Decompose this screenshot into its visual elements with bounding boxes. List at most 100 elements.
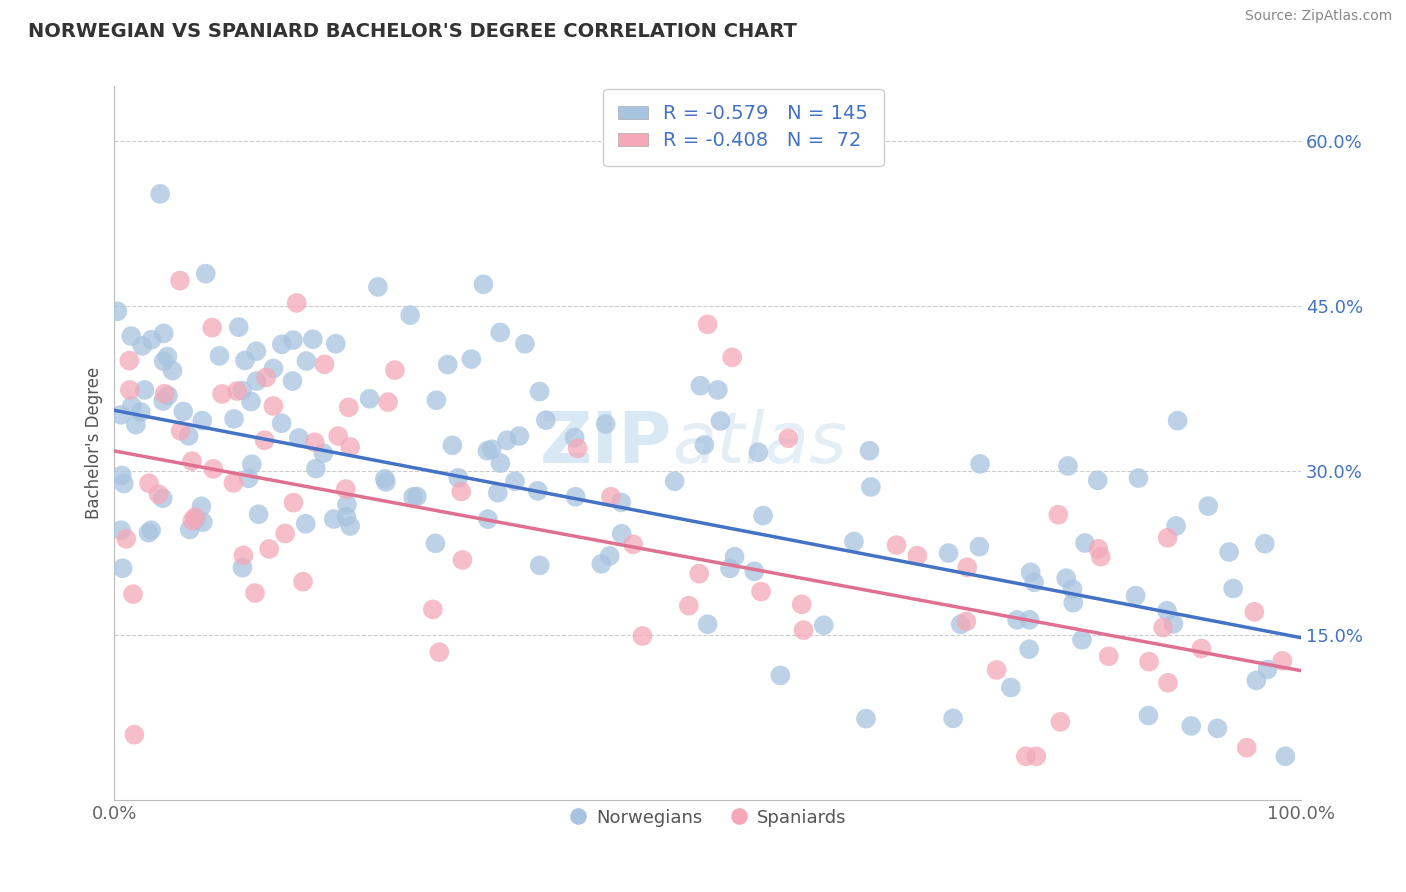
Point [503, 475, 526, 489]
Point [110, 408, 132, 422]
Point [134, 383, 156, 397]
Point [181, 514, 204, 528]
Point [384, 363, 406, 377]
Point [211, 387, 233, 401]
Point [152, 491, 174, 506]
Point [1236, 740, 1258, 755]
Point [858, 443, 880, 458]
Point [1087, 541, 1109, 556]
Point [591, 557, 613, 571]
Point [1005, 613, 1028, 627]
Point [1152, 620, 1174, 634]
Point [118, 353, 141, 368]
Point [599, 549, 621, 563]
Point [169, 274, 191, 288]
Point [1022, 575, 1045, 590]
Point [986, 663, 1008, 677]
Point [425, 393, 447, 408]
Point [222, 412, 245, 426]
Point [208, 349, 231, 363]
Point [263, 361, 285, 376]
Text: atlas: atlas [672, 409, 846, 478]
Point [1049, 714, 1071, 729]
Point [115, 532, 138, 546]
Point [305, 461, 328, 475]
Text: Source: ZipAtlas.com: Source: ZipAtlas.com [1244, 9, 1392, 23]
Point [513, 336, 536, 351]
Point [486, 485, 509, 500]
Point [1137, 655, 1160, 669]
Point [283, 495, 305, 509]
Text: ZIP: ZIP [540, 409, 672, 478]
Point [1125, 589, 1147, 603]
Point [1062, 582, 1084, 596]
Point [718, 561, 741, 575]
Point [336, 498, 359, 512]
Point [1243, 605, 1265, 619]
Point [281, 333, 304, 347]
Point [769, 668, 792, 682]
Point [228, 320, 250, 334]
Point [274, 526, 297, 541]
Point [1246, 673, 1268, 688]
Point [489, 326, 512, 340]
Point [693, 438, 716, 452]
Point [111, 561, 134, 575]
Point [226, 384, 249, 398]
Point [111, 468, 134, 483]
Point [1090, 549, 1112, 564]
Point [744, 564, 766, 578]
Point [1271, 654, 1294, 668]
Point [288, 431, 311, 445]
Point [678, 599, 700, 613]
Point [253, 434, 276, 448]
Point [938, 546, 960, 560]
Point [427, 645, 450, 659]
Point [747, 445, 769, 459]
Point [1274, 749, 1296, 764]
Point [534, 413, 557, 427]
Point [157, 388, 180, 402]
Point [184, 512, 207, 526]
Point [1157, 675, 1180, 690]
Point [790, 598, 813, 612]
Point [1180, 719, 1202, 733]
Point [172, 404, 194, 418]
Point [222, 475, 245, 490]
Point [855, 712, 877, 726]
Point [472, 277, 495, 292]
Point [359, 392, 381, 406]
Point [281, 374, 304, 388]
Point [621, 537, 644, 551]
Point [1256, 663, 1278, 677]
Point [707, 383, 730, 397]
Point [328, 429, 350, 443]
Point [595, 417, 617, 431]
Point [149, 186, 172, 201]
Point [956, 560, 979, 574]
Point [181, 454, 204, 468]
Point [240, 394, 263, 409]
Point [1222, 582, 1244, 596]
Point [231, 560, 253, 574]
Text: NORWEGIAN VS SPANIARD BACHELOR'S DEGREE CORRELATION CHART: NORWEGIAN VS SPANIARD BACHELOR'S DEGREE … [28, 22, 797, 41]
Point [1189, 641, 1212, 656]
Point [1137, 708, 1160, 723]
Point [322, 512, 344, 526]
Point [696, 617, 718, 632]
Point [749, 584, 772, 599]
Point [792, 623, 814, 637]
Point [190, 500, 212, 514]
Point [526, 483, 548, 498]
Point [1218, 545, 1240, 559]
Point [1157, 531, 1180, 545]
Point [1018, 642, 1040, 657]
Point [709, 414, 731, 428]
Point [1164, 519, 1187, 533]
Point [905, 549, 928, 563]
Point [1254, 536, 1277, 550]
Point [564, 490, 586, 504]
Point [886, 538, 908, 552]
Point [942, 711, 965, 725]
Point [450, 484, 472, 499]
